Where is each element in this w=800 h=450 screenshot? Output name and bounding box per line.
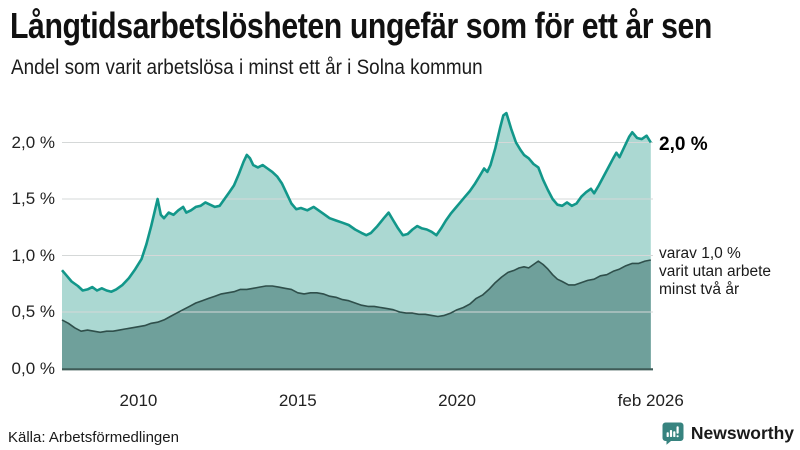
y-tick-label: 2,0 % xyxy=(11,132,55,152)
x-tick-label: 2010 xyxy=(119,391,158,410)
trend-line-one-year xyxy=(61,111,652,293)
brand-logo: Newsworthy xyxy=(661,421,794,445)
newsworthy-icon xyxy=(662,422,684,445)
annotation-line: varav 1,0 % xyxy=(659,245,741,262)
trend-line-two-years xyxy=(61,259,651,334)
y-tick-label: 1,5 % xyxy=(11,189,55,208)
sub-series-annotation: varav 1,0 % varit utan arbete minst två … xyxy=(659,245,771,299)
annotation-line: minst två år xyxy=(659,281,740,298)
x-tick-label: feb 2026 xyxy=(617,391,684,410)
y-tick-label: 1,0 % xyxy=(11,245,55,265)
y-tick-label: 0,5 % xyxy=(11,302,55,321)
x-tick-label: 2015 xyxy=(278,391,317,410)
brand-name: Newsworthy xyxy=(690,422,794,443)
area-two-years xyxy=(62,260,651,369)
y-tick-label: 0,0 % xyxy=(11,358,55,378)
series-end-value-label: 2,0 % xyxy=(659,134,708,155)
page-title: Långtidsarbetslösheten ungefär som för e… xyxy=(10,5,712,46)
page-subtitle: Andel som varit arbetslösa i minst ett å… xyxy=(11,56,483,79)
source-caption: Källa: Arbetsförmedlingen xyxy=(8,429,179,446)
annotation-line: varit utan arbete xyxy=(659,263,772,280)
x-tick-label: 2020 xyxy=(438,391,476,410)
